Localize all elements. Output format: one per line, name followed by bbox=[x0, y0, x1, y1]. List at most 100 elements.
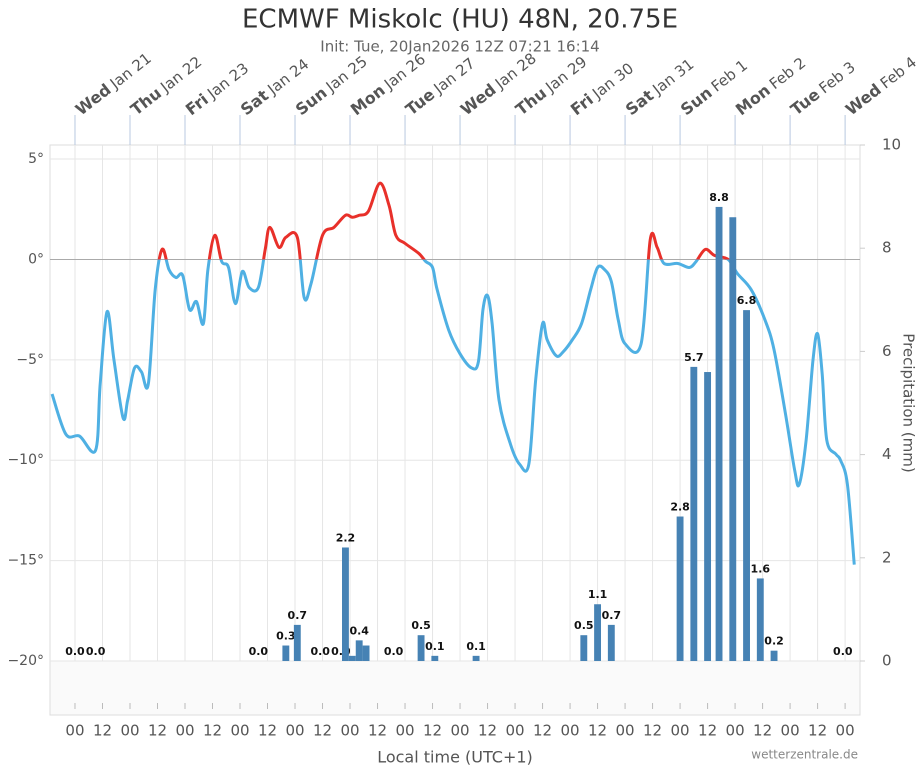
x-tick-label: 12 bbox=[203, 722, 222, 740]
day-weekday: Mon bbox=[347, 80, 389, 119]
wind-strip bbox=[49, 660, 861, 716]
chart-subtitle: Init: Tue, 20Jan2026 12Z 07:21 16:14 bbox=[320, 38, 599, 56]
x-tick-label: 00 bbox=[836, 722, 855, 740]
data-label: 0.0 bbox=[65, 645, 85, 658]
data-label: 1.6 bbox=[751, 562, 771, 575]
y2-tick-label: 0 bbox=[882, 652, 892, 670]
y2-tick-label: 8 bbox=[882, 239, 892, 257]
x-tick-label: 00 bbox=[175, 722, 194, 740]
day-date: Jan 31 bbox=[648, 55, 697, 99]
precip-bar bbox=[756, 578, 764, 661]
precip-bar bbox=[704, 372, 712, 661]
day-weekday: Fri bbox=[567, 89, 597, 118]
x-tick-label: 12 bbox=[148, 722, 167, 740]
day-date: Jan 26 bbox=[380, 50, 429, 94]
day-date: Jan 27 bbox=[429, 54, 478, 98]
day-date: Feb 3 bbox=[815, 58, 858, 97]
chart-title: ECMWF Miskolc (HU) 48N, 20.75E bbox=[242, 5, 678, 35]
day-weekday: Thu bbox=[512, 83, 550, 119]
data-label: 1.1 bbox=[588, 588, 608, 601]
x-tick-label: 00 bbox=[506, 722, 525, 740]
x-tick-label: 00 bbox=[726, 722, 745, 740]
day-date: Jan 24 bbox=[263, 55, 312, 99]
precip-bar bbox=[417, 635, 425, 661]
x-tick-label: 12 bbox=[533, 722, 552, 740]
precip-bar bbox=[676, 516, 684, 661]
x-tick-label: 12 bbox=[808, 722, 827, 740]
x-tick-label: 00 bbox=[561, 722, 580, 740]
day-date: Jan 22 bbox=[156, 52, 205, 96]
x-tick-label: 12 bbox=[643, 722, 662, 740]
day-weekday: Mon bbox=[732, 80, 774, 119]
precip-bar bbox=[770, 650, 778, 661]
x-tick-label: 00 bbox=[285, 722, 304, 740]
x-tick-label: 12 bbox=[478, 722, 497, 740]
y-tick-label: −15° bbox=[7, 553, 44, 569]
x-tick-label: 00 bbox=[340, 722, 359, 740]
day-weekday: Sat bbox=[622, 85, 658, 119]
x-tick-label: 00 bbox=[395, 722, 414, 740]
y2-tick-label: 10 bbox=[882, 136, 901, 154]
data-label: 0.3 bbox=[276, 630, 296, 643]
day-date: Jan 25 bbox=[322, 52, 371, 96]
day-weekday: Wed bbox=[72, 79, 115, 118]
precip-bar bbox=[472, 655, 480, 661]
data-label: 0.5 bbox=[411, 619, 431, 632]
day-date: Feb 1 bbox=[707, 56, 750, 95]
y2-tick-label: 2 bbox=[882, 548, 892, 566]
data-label: 0.0 bbox=[833, 645, 853, 658]
day-weekday: Sun bbox=[677, 83, 716, 119]
y-tick-label: −5° bbox=[16, 352, 44, 368]
day-date: Jan 23 bbox=[203, 59, 252, 103]
precip-bar bbox=[282, 645, 290, 661]
day-weekday: Fri bbox=[182, 89, 212, 118]
data-label: 6.8 bbox=[737, 294, 757, 307]
data-label: 0.0 bbox=[86, 645, 106, 658]
precip-bar bbox=[362, 645, 370, 661]
day-date: Jan 29 bbox=[541, 52, 590, 96]
data-label: 2.8 bbox=[670, 501, 690, 514]
x-tick-label: 12 bbox=[698, 722, 717, 740]
data-label: 0.0 bbox=[384, 645, 404, 658]
data-label: 0.1 bbox=[425, 640, 445, 653]
x-tick-label: 00 bbox=[120, 722, 139, 740]
data-label: 0.5 bbox=[574, 619, 594, 632]
y2-axis-label: Precipitation (mm) bbox=[900, 333, 918, 472]
x-tick-label: 12 bbox=[423, 722, 442, 740]
data-label: 0.0 bbox=[249, 645, 269, 658]
precip-bar bbox=[743, 310, 750, 661]
precip-bar bbox=[431, 655, 439, 661]
y-tick-label: −20° bbox=[7, 653, 44, 669]
y2-tick-label: 4 bbox=[882, 445, 892, 463]
y2-tick-label: 6 bbox=[882, 342, 892, 360]
precip-bar bbox=[715, 206, 723, 662]
day-weekday: Tue bbox=[402, 84, 439, 118]
data-label: 0.0 bbox=[310, 645, 330, 658]
x-tick-label: 12 bbox=[753, 722, 772, 740]
precip-bar bbox=[355, 640, 363, 661]
x-tick-label: 00 bbox=[230, 722, 249, 740]
precip-bar bbox=[607, 624, 615, 661]
x-tick-label: 00 bbox=[616, 722, 635, 740]
day-date: Feb 2 bbox=[766, 53, 809, 92]
precip-bar bbox=[293, 624, 301, 661]
credit: wetterzentrale.de bbox=[751, 748, 858, 762]
precip-bar bbox=[580, 635, 588, 661]
day-weekday: Sun bbox=[292, 83, 331, 119]
day-weekday: Wed bbox=[457, 79, 500, 118]
x-tick-label: 12 bbox=[258, 722, 277, 740]
precip-bar bbox=[690, 366, 698, 661]
temperature-line bbox=[50, 181, 856, 565]
precip-bar bbox=[348, 655, 356, 661]
plot-frame bbox=[49, 144, 861, 662]
precip-bar bbox=[594, 604, 602, 661]
data-label: 0.7 bbox=[288, 609, 308, 622]
x-tick-label: 00 bbox=[450, 722, 469, 740]
x-tick-label: 00 bbox=[781, 722, 800, 740]
day-weekday: Sat bbox=[237, 85, 273, 119]
x-axis-label: Local time (UTC+1) bbox=[377, 748, 533, 767]
day-date: Jan 21 bbox=[106, 49, 155, 93]
day-weekday: Wed bbox=[842, 79, 885, 118]
x-tick-label: 00 bbox=[65, 722, 84, 740]
